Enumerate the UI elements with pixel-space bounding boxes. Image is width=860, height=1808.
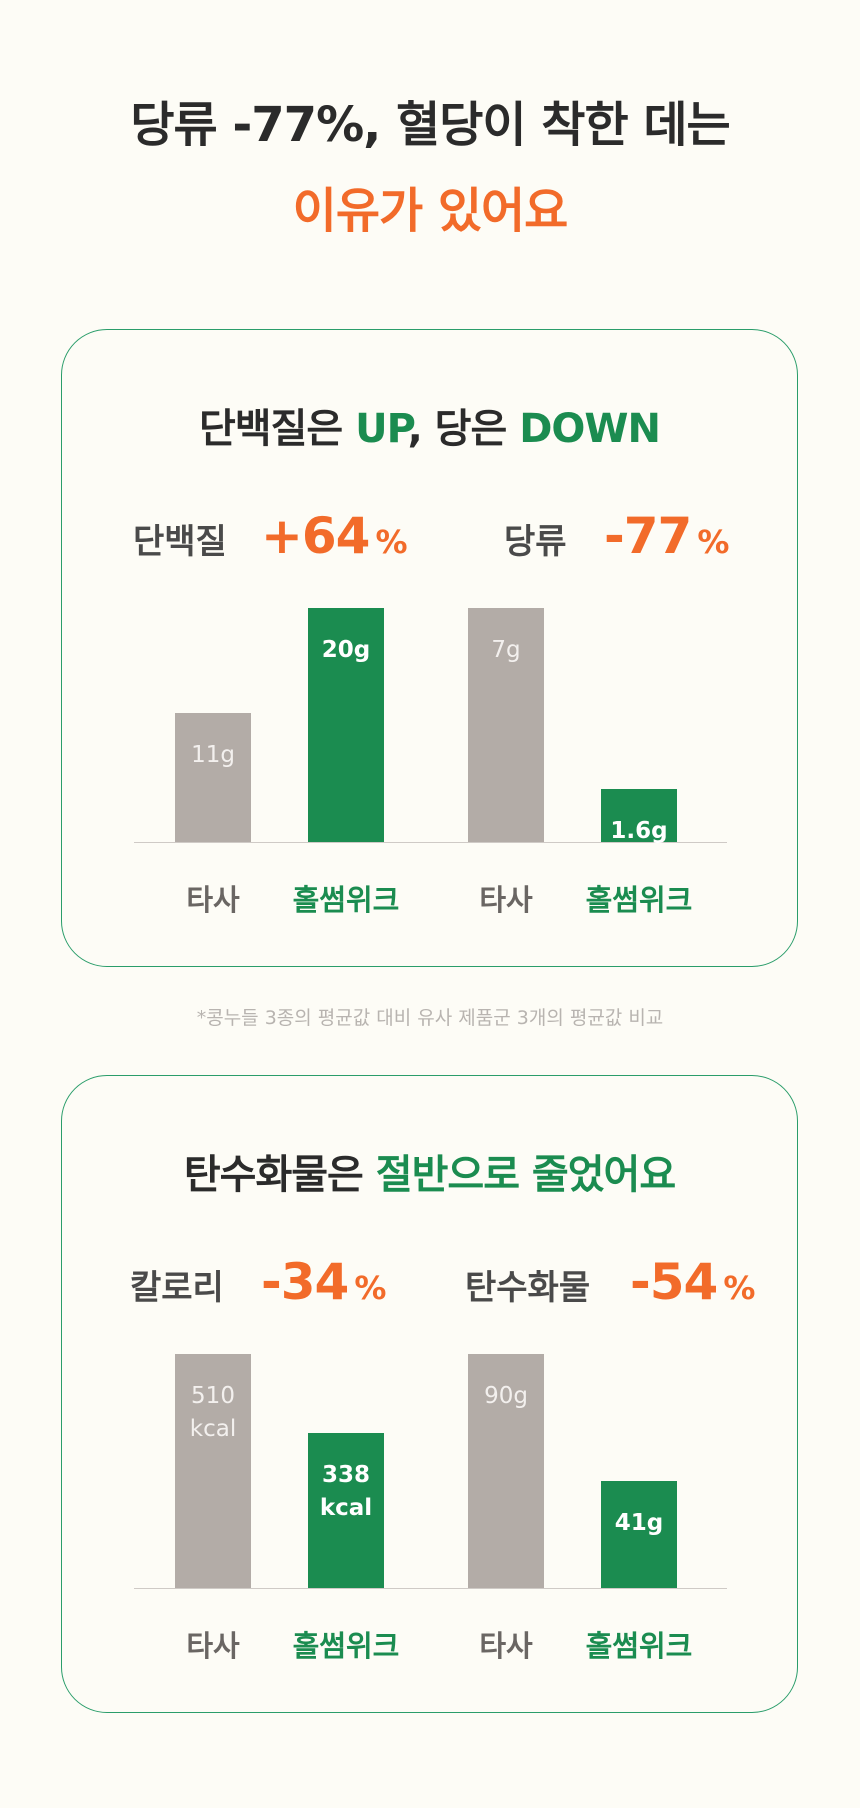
change-value: -54 (630, 1253, 718, 1311)
change-unit: % (375, 523, 408, 561)
metric-title: 단백질 (133, 522, 227, 562)
category-label: 타사 (479, 1629, 533, 1663)
title-part: 단백질은 (198, 406, 356, 452)
metric-title: 칼로리 (130, 1268, 224, 1308)
change-value: -34 (261, 1253, 349, 1311)
bar (175, 713, 251, 842)
bar (601, 788, 677, 842)
bar (601, 1481, 677, 1588)
baseline (134, 1588, 727, 1589)
bar (468, 1354, 544, 1588)
bar (308, 608, 384, 842)
bar (175, 1354, 251, 1588)
card (61, 1075, 798, 1713)
bar (308, 1432, 384, 1588)
category-label: 홀썸위크 (585, 883, 693, 917)
category-label: 타사 (186, 1629, 240, 1663)
value-label: 510 kcal (189, 1383, 237, 1442)
value-label: 20g (321, 637, 371, 663)
footnote: *콩누들 3종의 평균값 대비 유사 제품군 3개의 평균값 비교 (196, 1007, 664, 1029)
headline-accent: 이유가 있어요 (292, 183, 569, 239)
metric-change: -34% (261, 1252, 386, 1324)
title-highlight: UP (355, 406, 408, 452)
category-label: 홀썸위크 (585, 1629, 693, 1663)
category-label: 홀썸위크 (292, 883, 400, 917)
title-highlight: 절반으로 줄었어요 (375, 1152, 676, 1198)
baseline (134, 842, 727, 843)
value-label: 41g (614, 1510, 664, 1537)
value-label: 338 kcal (319, 1461, 373, 1521)
value-label: 7g (491, 637, 521, 663)
title-highlight: DOWN (519, 406, 661, 452)
value-label: 90g (484, 1383, 528, 1409)
metric-change: -77% (604, 506, 729, 578)
metric-title: 당류 (504, 522, 567, 562)
change-unit: % (354, 1269, 387, 1307)
change-value: +64 (261, 507, 370, 565)
headline: 당류 -77%, 혈당이 착한 데는 (130, 97, 730, 153)
metric-title: 탄수화물 (465, 1268, 591, 1308)
change-unit: % (697, 523, 730, 561)
category-label: 타사 (479, 883, 533, 917)
bar (468, 608, 544, 842)
change-unit: % (723, 1269, 756, 1307)
title-part: , 당은 (407, 406, 520, 452)
title-part: 탄수화물은 (183, 1152, 376, 1198)
metric-change: +64% (261, 506, 408, 578)
value-label: 1.6g (610, 817, 668, 844)
card-title: 단백질은 UP, 당은 DOWN (61, 404, 798, 454)
value-label: 11g (191, 742, 235, 769)
card (61, 329, 798, 967)
change-value: -77 (604, 507, 692, 565)
card-title: 탄수화물은 절반으로 줄었어요 (61, 1150, 798, 1200)
metric-change: -54% (630, 1252, 755, 1324)
category-label: 홀썸위크 (292, 1629, 400, 1663)
category-label: 타사 (186, 883, 240, 917)
